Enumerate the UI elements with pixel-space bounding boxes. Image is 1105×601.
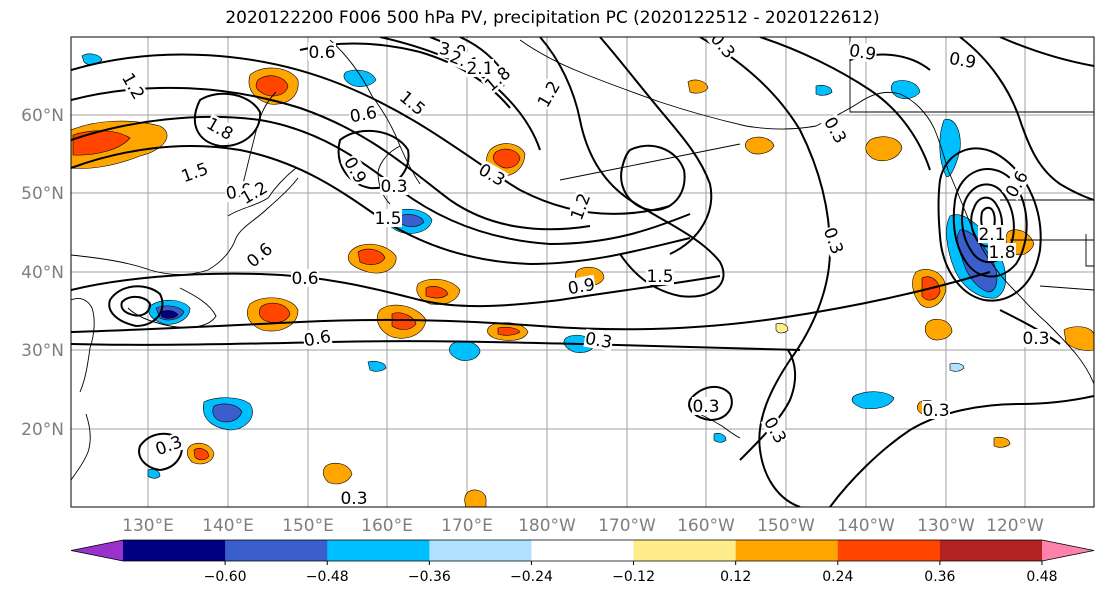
- lon-label: 170°W: [598, 516, 656, 536]
- contour-label-background: [533, 77, 564, 111]
- contour-label: 1.8: [988, 243, 1015, 263]
- lat-label: 20°N: [21, 420, 64, 440]
- contour-label: 0.3: [922, 401, 949, 421]
- contour-label: 1.5: [374, 209, 401, 229]
- lon-label: 140°W: [837, 516, 895, 536]
- colorbar: −0.60 −0.48 −0.36 −0.24 −0.12 0.12 0.24 0.36 0.4…: [70, 539, 1095, 585]
- contour-label: 0.6: [348, 103, 378, 127]
- colorbar-tick-label: −0.60: [204, 569, 247, 585]
- contour-label-background: [374, 209, 402, 227]
- colorbar-bin: [123, 540, 226, 561]
- contour-label-background: [583, 328, 615, 352]
- contour-label: 0.3: [380, 177, 407, 197]
- contour-label: 0.3: [1022, 329, 1049, 349]
- longitude-labels: 130°E 140°E 150°E 160°E 170°E 180°W 170°…: [122, 516, 1044, 536]
- contour-label-background: [203, 113, 237, 144]
- colorbar-tick-label: −0.36: [408, 569, 451, 585]
- contour-label: 0.3: [583, 329, 613, 353]
- lon-label: 180°W: [518, 516, 576, 536]
- contour-label-background: [760, 413, 791, 447]
- colorbar-extension-low: [71, 540, 123, 561]
- colorbar-tick-label: −0.12: [612, 569, 655, 585]
- colorbar-tick-label: −0.48: [306, 569, 349, 585]
- contour-label: 0.9: [847, 41, 877, 65]
- contour-label: 0.6: [302, 327, 332, 351]
- colorbar-tick-label: 0.36: [924, 569, 955, 585]
- contour-label-background: [947, 48, 979, 72]
- contour-label-background: [922, 401, 950, 419]
- colorbar-bin: [939, 540, 1043, 561]
- contour-label-background: [237, 177, 271, 208]
- contour-label-background: [820, 224, 848, 257]
- lon-label: 150°E: [282, 516, 334, 536]
- lon-label: 130°W: [917, 516, 975, 536]
- contour-label: 2.1: [978, 225, 1005, 245]
- colorbar-bin: [225, 540, 328, 561]
- map-frame: [70, 36, 1095, 508]
- colorbar-tick-label: 0.48: [1026, 569, 1057, 585]
- latitude-labels: 60°N 50°N 40°N 30°N 20°N: [21, 106, 64, 440]
- contour-label-background: [820, 113, 851, 147]
- contour-label-background: [347, 102, 379, 126]
- colorbar-tick-label: −0.24: [510, 569, 553, 585]
- lon-label: 160°W: [677, 516, 735, 536]
- contour-label-background: [118, 69, 149, 103]
- lon-label: 150°W: [757, 516, 815, 536]
- colorbar-tick-label: 0.24: [822, 569, 853, 585]
- contour-label-background: [988, 243, 1016, 261]
- contour-label-background: [340, 153, 371, 187]
- colorbar-bin: [531, 540, 635, 561]
- map-title: 2020122200 F006 500 hPa PV, precipitatio…: [225, 8, 880, 28]
- contour-label-background: [847, 40, 879, 64]
- lat-label: 50°N: [21, 184, 64, 204]
- contour-label-background: [480, 63, 514, 95]
- colorbar-bin: [735, 540, 839, 561]
- contour-label-background: [566, 190, 594, 223]
- contour-label-background: [291, 269, 319, 287]
- colorbar-bin: [837, 540, 941, 561]
- contour-label-background: [178, 158, 211, 186]
- lat-label: 40°N: [21, 263, 64, 283]
- contour-label: 0.3: [692, 397, 719, 417]
- contour-label: 0.6: [291, 269, 318, 289]
- contour-label-background: [340, 489, 368, 507]
- contour-label-background: [466, 59, 494, 77]
- colorbar-bin: [429, 540, 532, 561]
- contour-label-background: [978, 225, 1006, 243]
- lon-label: 140°E: [202, 516, 254, 536]
- contour-label: 2.1: [466, 59, 493, 79]
- lon-label: 170°E: [441, 516, 493, 536]
- contour-label-background: [242, 239, 276, 271]
- contour-label-background: [301, 326, 333, 350]
- contour-label-background: [380, 177, 408, 195]
- graticule: [71, 37, 1094, 507]
- contour-label-background: [1022, 329, 1050, 347]
- colorbar-bin: [327, 540, 430, 561]
- contour-label: 0.3: [340, 489, 367, 509]
- colorbar-extension-high: [1042, 540, 1094, 561]
- contour-label: 0.6: [308, 43, 335, 63]
- contour-label-background: [308, 43, 336, 61]
- contour-label-background: [565, 274, 597, 298]
- lon-label: 120°W: [986, 516, 1044, 536]
- colorbar-bin: [633, 540, 737, 561]
- colorbar-outline: [70, 539, 1095, 562]
- lon-label: 160°E: [361, 516, 413, 536]
- colorbar-tick-label: 0.12: [720, 569, 751, 585]
- contour-label-background: [396, 87, 430, 119]
- contour-label-background: [475, 159, 509, 190]
- contour-label: 0.9: [947, 49, 977, 73]
- lat-label: 30°N: [21, 341, 64, 361]
- contour-label: 1.5: [646, 267, 673, 287]
- contour-label: 0.9: [566, 275, 596, 299]
- lat-label: 60°N: [21, 106, 64, 126]
- contour-label-background: [152, 431, 185, 459]
- contour-label-background: [692, 397, 720, 415]
- lon-label: 130°E: [122, 516, 174, 536]
- contour-label-background: [646, 267, 674, 285]
- contour-label-background: [1001, 167, 1032, 201]
